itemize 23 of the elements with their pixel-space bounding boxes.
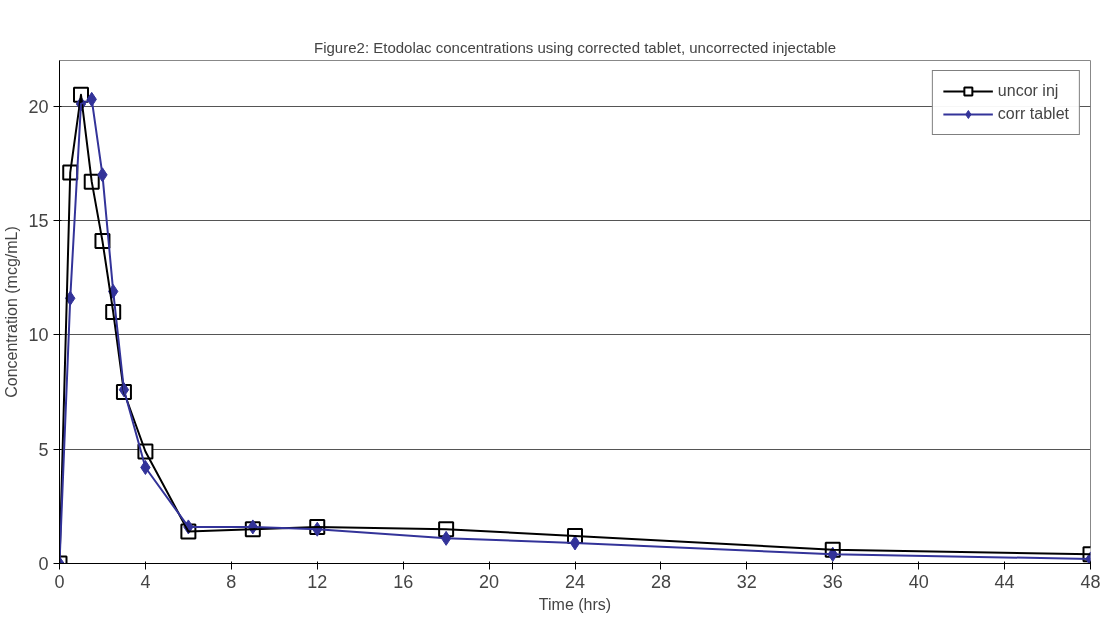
legend-label: uncor inj	[997, 82, 1059, 100]
x-tick-label: 48	[1080, 571, 1101, 592]
legend-label: corr tablet	[997, 105, 1069, 123]
y-tick-label: 5	[38, 439, 49, 460]
chart-title: Figure2: Etodolac concentrations using corrected tablet, uncorrected injectable	[314, 38, 836, 56]
x-tick-label: 24	[564, 571, 586, 592]
y-tick-label: 15	[28, 211, 49, 232]
x-tick-label: 20	[479, 571, 500, 592]
x-tick-label: 28	[650, 571, 671, 592]
y-tick-label: 10	[28, 325, 49, 346]
x-tick-label: 4	[140, 571, 151, 592]
y-tick-label: 20	[28, 96, 49, 117]
x-tick-label: 0	[54, 571, 65, 592]
x-tick-label: 8	[226, 571, 237, 592]
x-tick-label: 44	[994, 571, 1015, 592]
x-tick-label: 36	[822, 571, 843, 592]
x-tick-label: 16	[393, 571, 414, 592]
y-tick-label: 0	[38, 554, 49, 574]
y-axis-title: Concentration (mcg/mL)	[3, 226, 21, 398]
x-tick-label: 32	[736, 571, 757, 592]
x-axis-title: Time (hrs)	[538, 595, 612, 613]
x-tick-label: 40	[908, 571, 929, 592]
x-tick-label: 12	[307, 571, 328, 592]
